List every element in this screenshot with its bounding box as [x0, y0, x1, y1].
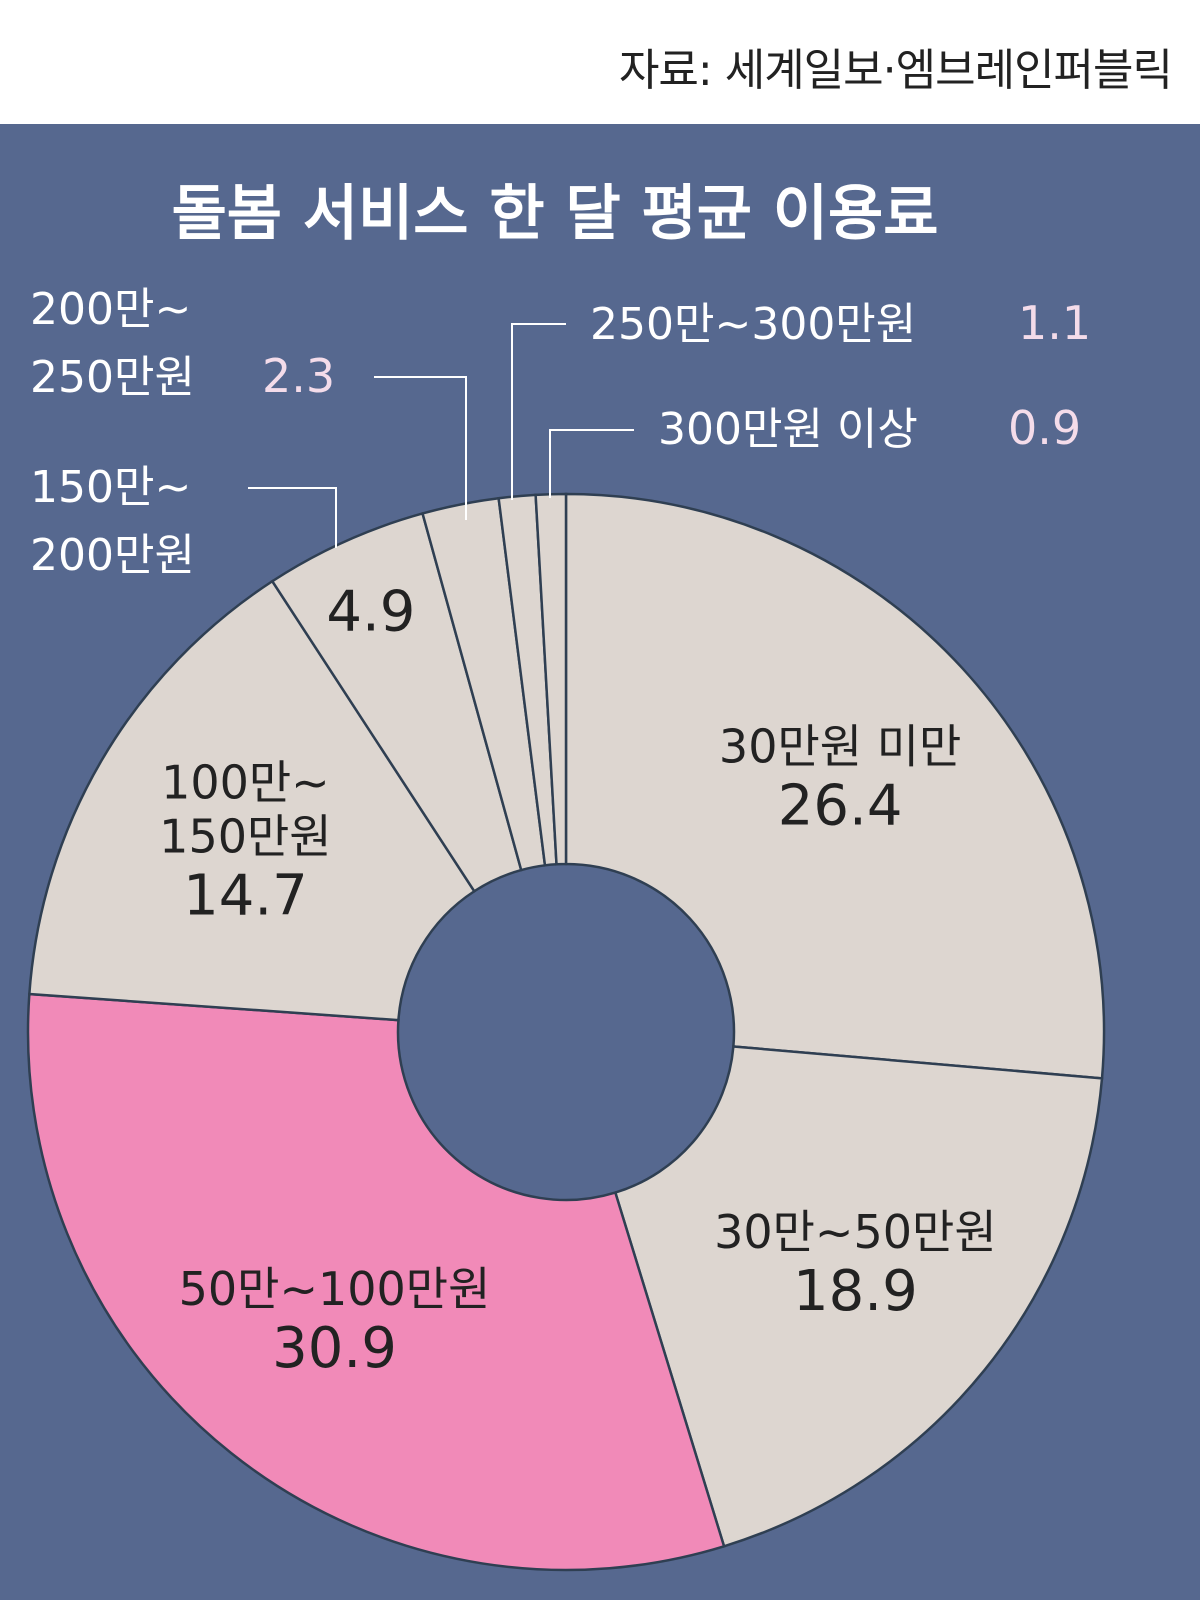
chart-title: 돌봄 서비스 한 달 평균 이용료 — [172, 179, 939, 249]
leader-line-6 — [374, 376, 467, 520]
header: 자료: 세계일보·엠브레인퍼블릭 — [0, 0, 1200, 124]
leader-line-5 — [248, 487, 337, 548]
slice-1 — [564, 492, 1106, 1080]
value-label-6: 2.3 — [262, 349, 335, 403]
category-label-6: 250만원 — [30, 352, 195, 403]
value-label-4: 14.7 — [183, 863, 308, 928]
leader-line-8 — [549, 429, 634, 498]
category-label-2: 30만~50만원 — [714, 1205, 997, 1259]
value-label-8: 0.9 — [1008, 401, 1081, 455]
source-note: 자료: 세계일보·엠브레인퍼블릭 — [618, 45, 1173, 96]
category-label-5: 200만원 — [30, 530, 195, 581]
category-label-3: 50만~100만원 — [179, 1262, 491, 1316]
category-label-1: 30만원 미만 — [719, 720, 961, 774]
slices — [26, 492, 1106, 1572]
category-label-8: 300만원 이상 — [658, 404, 918, 455]
slice-3 — [26, 992, 726, 1572]
value-label-3: 30.9 — [272, 1316, 397, 1381]
value-label-5: 4.9 — [326, 580, 415, 645]
category-label-4: 100만~ — [161, 755, 330, 809]
category-label-4: 150만원 — [159, 809, 331, 863]
category-label-6: 200만~ — [30, 284, 191, 335]
value-label-7: 1.1 — [1018, 296, 1091, 350]
value-label-1: 26.4 — [778, 774, 903, 839]
slice-2 — [613, 1045, 1104, 1548]
chart-panel: 돌봄 서비스 한 달 평균 이용료 30만원 미만 26.4 30만~50만원 18.… — [0, 124, 1200, 1600]
value-label-2: 18.9 — [793, 1259, 918, 1324]
leader-line-7 — [511, 323, 566, 500]
category-label-7: 250만~300만원 — [590, 299, 916, 350]
slice-8 — [534, 492, 568, 866]
category-label-5: 150만~ — [30, 462, 191, 513]
slice-4 — [28, 579, 477, 1022]
